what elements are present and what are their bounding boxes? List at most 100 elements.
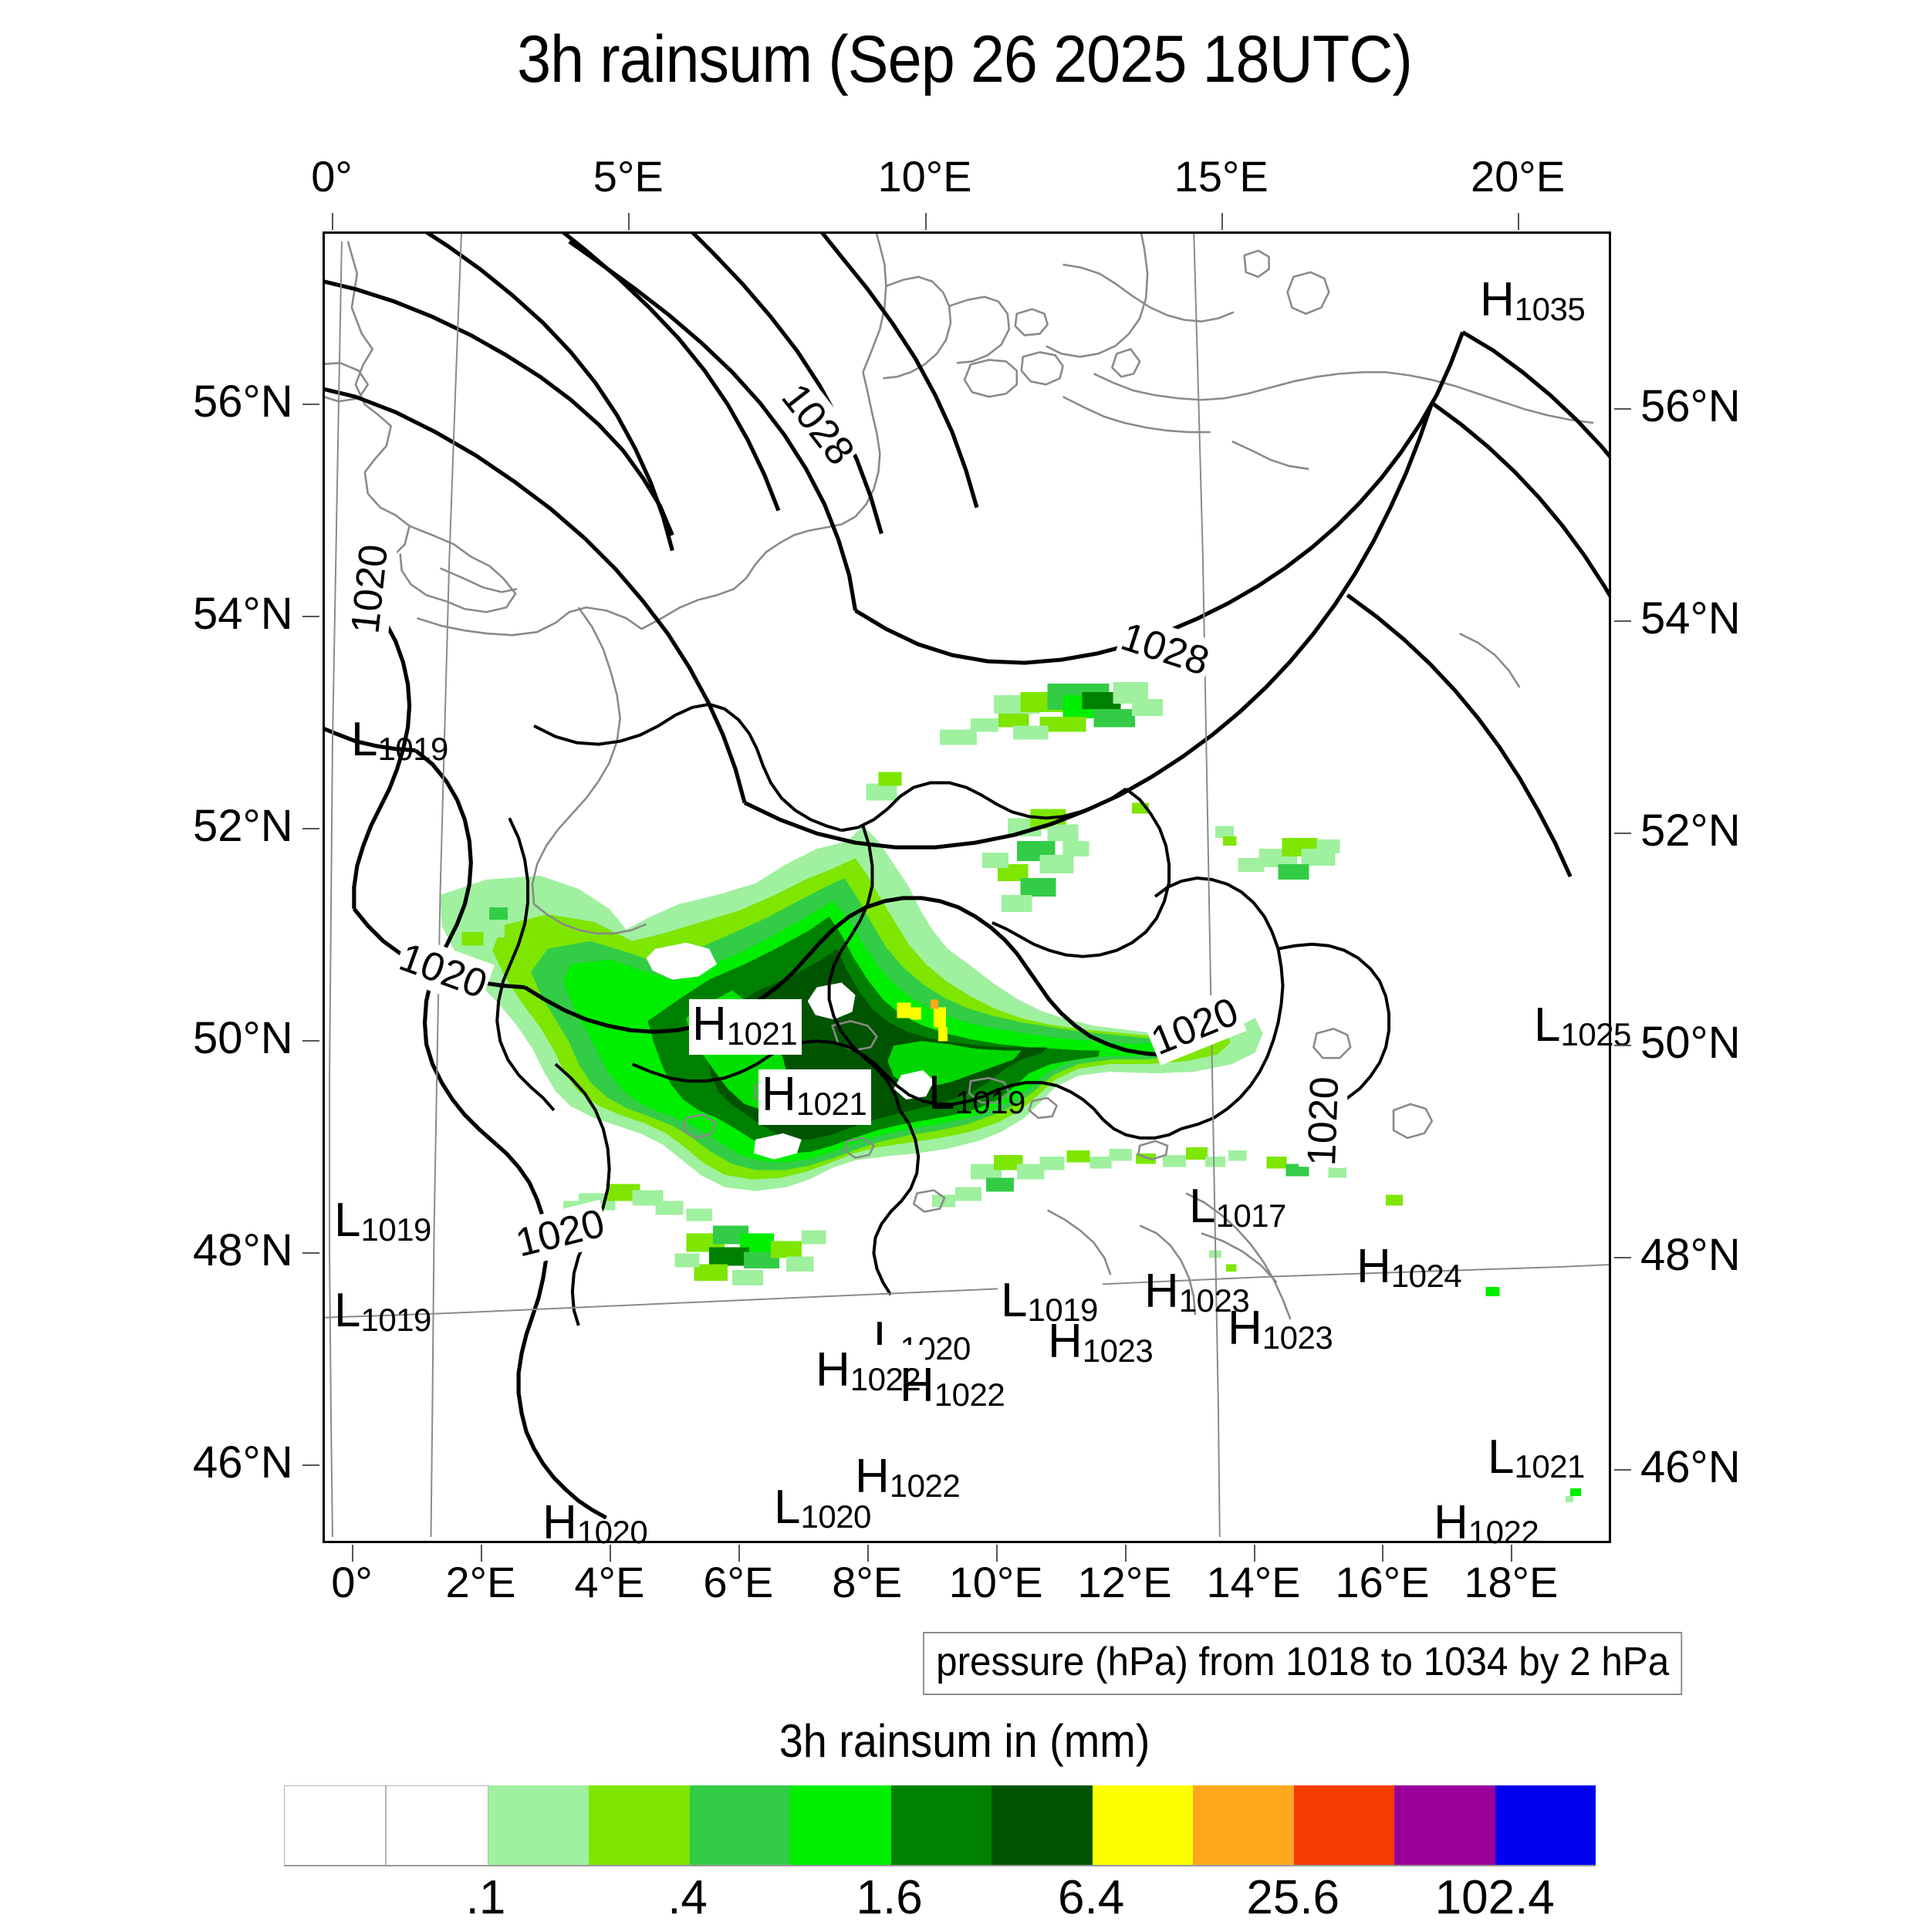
pressure-center-type: L [774,1481,801,1534]
pressure-center-value: 1022 [889,1468,961,1504]
bottom-axis-label-1: 2°E [445,1558,516,1606]
right-axis-tick-2 [1614,832,1631,834]
right-axis-tick-1 [1614,620,1631,622]
left-axis-tick-1 [302,615,319,617]
top-axis-tick-2 [924,213,927,230]
left-axis-label-3: 50°N [193,1012,293,1063]
colorbar-cell-10 [1293,1785,1395,1865]
pressure-center-type: H [542,1496,577,1549]
colorbar-cell-3 [589,1785,690,1865]
left-axis-tick-0 [302,403,319,405]
bottom-axis-label-9: 18°E [1464,1558,1559,1606]
top-axis-label-1: 5°E [593,152,664,201]
right-axis-label-5: 46°N [1640,1441,1741,1492]
pressure-center-type: L [1001,1274,1028,1327]
bottom-axis-label-6: 12°E [1077,1558,1172,1606]
page-title: 3h rainsum (Sep 26 2025 18UTC) [517,22,1413,96]
colorbar-cell-12 [1495,1785,1596,1865]
isobar-label-1020-2: 1020 [342,540,398,638]
colorbar-cell-7 [992,1785,1093,1865]
pressure-center-type: L [1534,998,1561,1052]
pressure-center-value: 1019 [954,1084,1025,1120]
pressure-center-value: 1020 [576,1514,648,1550]
colorbar-cell-9 [1193,1785,1294,1865]
top-axis-tick-4 [1518,213,1520,230]
pressure-center-type: H [855,1450,890,1503]
isobar-label-1020-5: 1020 [1299,1074,1349,1169]
pressure-center-h-4: H1021 [758,1069,872,1125]
pressure-center-value: 1024 [1390,1258,1462,1294]
pressure-center-type: L [1189,1180,1216,1233]
pressure-center-l-7: L1017 [1189,1183,1286,1232]
pressure-center-type: H [1434,1496,1468,1549]
pressure-center-value: 1021 [726,1015,798,1052]
bottom-axis-tick-7 [1253,1545,1255,1562]
pressure-center-type: L [351,713,378,766]
colorbar-label-1: .4 [667,1871,708,1924]
bottom-axis-tick-1 [480,1545,482,1562]
top-axis-tick-1 [628,213,630,230]
pressure-center-type: H [1480,273,1515,326]
left-axis-tick-4 [302,1251,319,1254]
pressure-center-h-3: H1021 [689,999,802,1055]
pressure-center-type: L [334,1194,361,1247]
colorbar-cell-0 [284,1785,387,1865]
bottom-axis-tick-2 [609,1545,611,1562]
left-axis-label-1: 54°N [193,588,293,639]
right-axis-label-3: 50°N [1640,1017,1741,1068]
pressure-center-h-21: H1022 [1434,1499,1539,1549]
colorbar-labels: .1 .4 1.6 6.4 25.6 102.4 [284,1870,1596,1932]
pressure-center-type: H [1048,1315,1083,1368]
pressure-center-type: H [692,998,727,1051]
left-axis-label-4: 48°N [193,1224,293,1275]
right-axis-tick-4 [1614,1256,1631,1258]
bottom-axis-tick-8 [1382,1545,1384,1562]
colorbar-label-3: 6.4 [1058,1871,1125,1924]
pressure-center-value: 1022 [850,1361,921,1397]
colorbar-cell-4 [689,1785,791,1865]
pressure-center-l-2: L1025 [1534,1001,1631,1051]
pressure-center-value: 1023 [1262,1319,1333,1356]
left-axis-label-5: 46°N [193,1437,293,1488]
pressure-center-value: 1022 [1468,1514,1539,1550]
pressure-center-h-8: H1024 [1356,1243,1462,1294]
colorbar-cell-2 [488,1785,590,1865]
colorbar-label-4: 25.6 [1246,1871,1340,1924]
left-axis-label-2: 52°N [193,800,293,851]
bottom-axis-label-0: 0° [331,1558,373,1606]
left-axis-label-0: 56°N [193,376,293,427]
bottom-axis-tick-9 [1511,1545,1513,1562]
colorbar-label-2: 1.6 [856,1871,923,1924]
top-axis-label-0: 0° [311,152,353,201]
pressure-center-value: 1017 [1215,1197,1286,1234]
colorbar-title: 3h rainsum in (mm) [779,1715,1150,1767]
pressure-center-l-6: L1019 [334,1197,431,1246]
colorbar-label-5: 102.4 [1434,1871,1555,1924]
bottom-axis-tick-5 [995,1545,998,1562]
colorbar-cell-1 [386,1785,488,1865]
pressure-center-value: 1021 [796,1086,867,1122]
left-axis-tick-5 [302,1464,319,1466]
pressure-center-h-10: H1023 [1144,1268,1250,1319]
colorbar [284,1785,1596,1866]
bottom-axis-label-4: 8°E [832,1558,903,1606]
right-axis-label-4: 48°N [1640,1229,1741,1280]
colorbar-cell-11 [1394,1785,1495,1865]
pressure-center-value: 1019 [360,1211,431,1248]
bottom-axis-label-7: 14°E [1206,1558,1301,1606]
pressure-center-type: L [334,1284,361,1337]
right-axis-label-0: 56°N [1640,380,1741,431]
pressure-center-value: 1025 [1560,1016,1631,1052]
pressure-center-type: L [1488,1430,1515,1484]
right-axis-tick-3 [1614,1044,1631,1046]
pressure-center-h-11: H1023 [1228,1305,1333,1354]
pressure-center-l-12: L1019 [998,1275,1103,1331]
bottom-axis-label-2: 4°E [574,1558,645,1606]
pressure-center-type: H [816,1343,850,1397]
colorbar-cell-6 [890,1785,992,1865]
pressure-center-value: 1023 [1178,1282,1250,1319]
right-axis-label-1: 54°N [1640,593,1741,643]
pressure-center-value: 1020 [800,1498,871,1535]
pressure-center-type: H [900,1359,934,1412]
bottom-axis-tick-6 [1124,1545,1127,1562]
